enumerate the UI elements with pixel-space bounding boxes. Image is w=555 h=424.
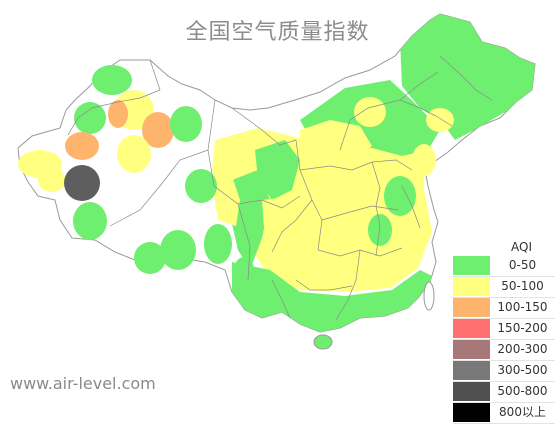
legend-swatch bbox=[453, 403, 490, 422]
aqi-blob bbox=[170, 106, 202, 142]
legend-item: 50-100 bbox=[453, 277, 555, 298]
aqi-region-north-moderate bbox=[300, 120, 372, 160]
aqi-blob bbox=[458, 55, 478, 75]
aqi-region-southwest-good bbox=[230, 170, 270, 270]
map-title: 全国空气质量指数 bbox=[185, 20, 370, 45]
legend-swatch bbox=[453, 277, 490, 296]
aqi-blob bbox=[412, 144, 436, 176]
aqi-station-blobs bbox=[18, 28, 478, 324]
aqi-blob bbox=[108, 100, 128, 128]
legend-item: 0-50 bbox=[453, 256, 555, 277]
aqi-blob bbox=[204, 224, 232, 264]
aqi-blob bbox=[316, 312, 332, 324]
aqi-blob bbox=[142, 112, 174, 148]
legend-label: 800以上 bbox=[490, 403, 555, 422]
site-watermark: www.air-level.com bbox=[10, 374, 156, 393]
aqi-blob bbox=[38, 168, 66, 192]
legend-swatch bbox=[453, 298, 490, 317]
legend-label: 300-500 bbox=[490, 361, 555, 380]
legend-item: 500-800 bbox=[453, 382, 555, 403]
legend-swatch bbox=[453, 382, 490, 401]
china-aqi-map bbox=[17, 13, 536, 350]
aqi-blob bbox=[432, 28, 464, 58]
taiwan-island bbox=[423, 281, 435, 311]
province-borders bbox=[67, 55, 493, 321]
legend-swatch bbox=[453, 361, 490, 380]
aqi-blob bbox=[160, 230, 196, 270]
aqi-blob bbox=[234, 257, 254, 283]
aqi-blob bbox=[185, 169, 217, 203]
aqi-blob bbox=[289, 245, 315, 271]
aqi-region-southwest-moderate bbox=[212, 176, 240, 226]
aqi-blob bbox=[354, 97, 386, 127]
legend-item: 800以上 bbox=[453, 403, 555, 424]
aqi-blob bbox=[64, 165, 100, 201]
legend-label: 0-50 bbox=[490, 256, 555, 275]
aqi-blob bbox=[117, 135, 151, 173]
aqi-blob bbox=[134, 242, 166, 274]
aqi-blob bbox=[434, 66, 458, 90]
hainan-island bbox=[313, 334, 333, 350]
legend-swatch bbox=[453, 319, 490, 338]
legend-title: AQI bbox=[511, 240, 532, 254]
legend-item: 100-150 bbox=[453, 298, 555, 319]
aqi-blob bbox=[214, 139, 242, 171]
legend-swatch bbox=[453, 256, 490, 275]
aqi-blob bbox=[384, 176, 416, 216]
aqi-blob bbox=[92, 65, 132, 95]
legend-item: 200-300 bbox=[453, 340, 555, 361]
legend-label: 200-300 bbox=[490, 340, 555, 359]
legend-label: 150-200 bbox=[490, 319, 555, 338]
aqi-blob bbox=[65, 132, 99, 160]
aqi-blob bbox=[426, 108, 454, 132]
aqi-legend: AQI 0-50 50-100 100-150 150-200 200-300 … bbox=[453, 239, 555, 424]
aqi-blob bbox=[368, 214, 392, 246]
legend-label: 500-800 bbox=[490, 382, 555, 401]
legend-swatch bbox=[453, 340, 490, 359]
aqi-region-westcentral-good bbox=[255, 140, 300, 200]
legend-label: 100-150 bbox=[490, 298, 555, 317]
legend-item: 300-500 bbox=[453, 361, 555, 382]
legend-label: 50-100 bbox=[490, 277, 555, 296]
aqi-blob bbox=[74, 102, 106, 134]
aqi-blob bbox=[73, 202, 107, 240]
legend-item: 150-200 bbox=[453, 319, 555, 340]
